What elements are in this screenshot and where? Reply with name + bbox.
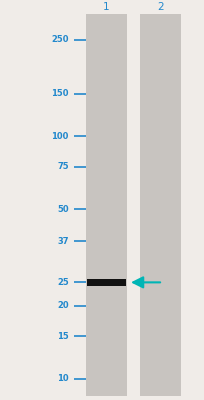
Text: 20: 20 (57, 301, 68, 310)
Text: 25: 25 (57, 278, 68, 287)
Bar (87, 279, 125, 286)
Text: 50: 50 (57, 205, 68, 214)
Text: 10: 10 (57, 374, 68, 384)
Text: 100: 100 (51, 132, 68, 141)
Text: 2: 2 (157, 2, 163, 12)
Text: 37: 37 (57, 236, 68, 246)
Text: 250: 250 (51, 35, 68, 44)
Text: 75: 75 (57, 162, 68, 171)
Text: 150: 150 (51, 89, 68, 98)
Text: 1: 1 (103, 2, 109, 12)
Text: 15: 15 (57, 332, 68, 341)
Bar (86, 14, 126, 396)
Bar (140, 14, 181, 396)
